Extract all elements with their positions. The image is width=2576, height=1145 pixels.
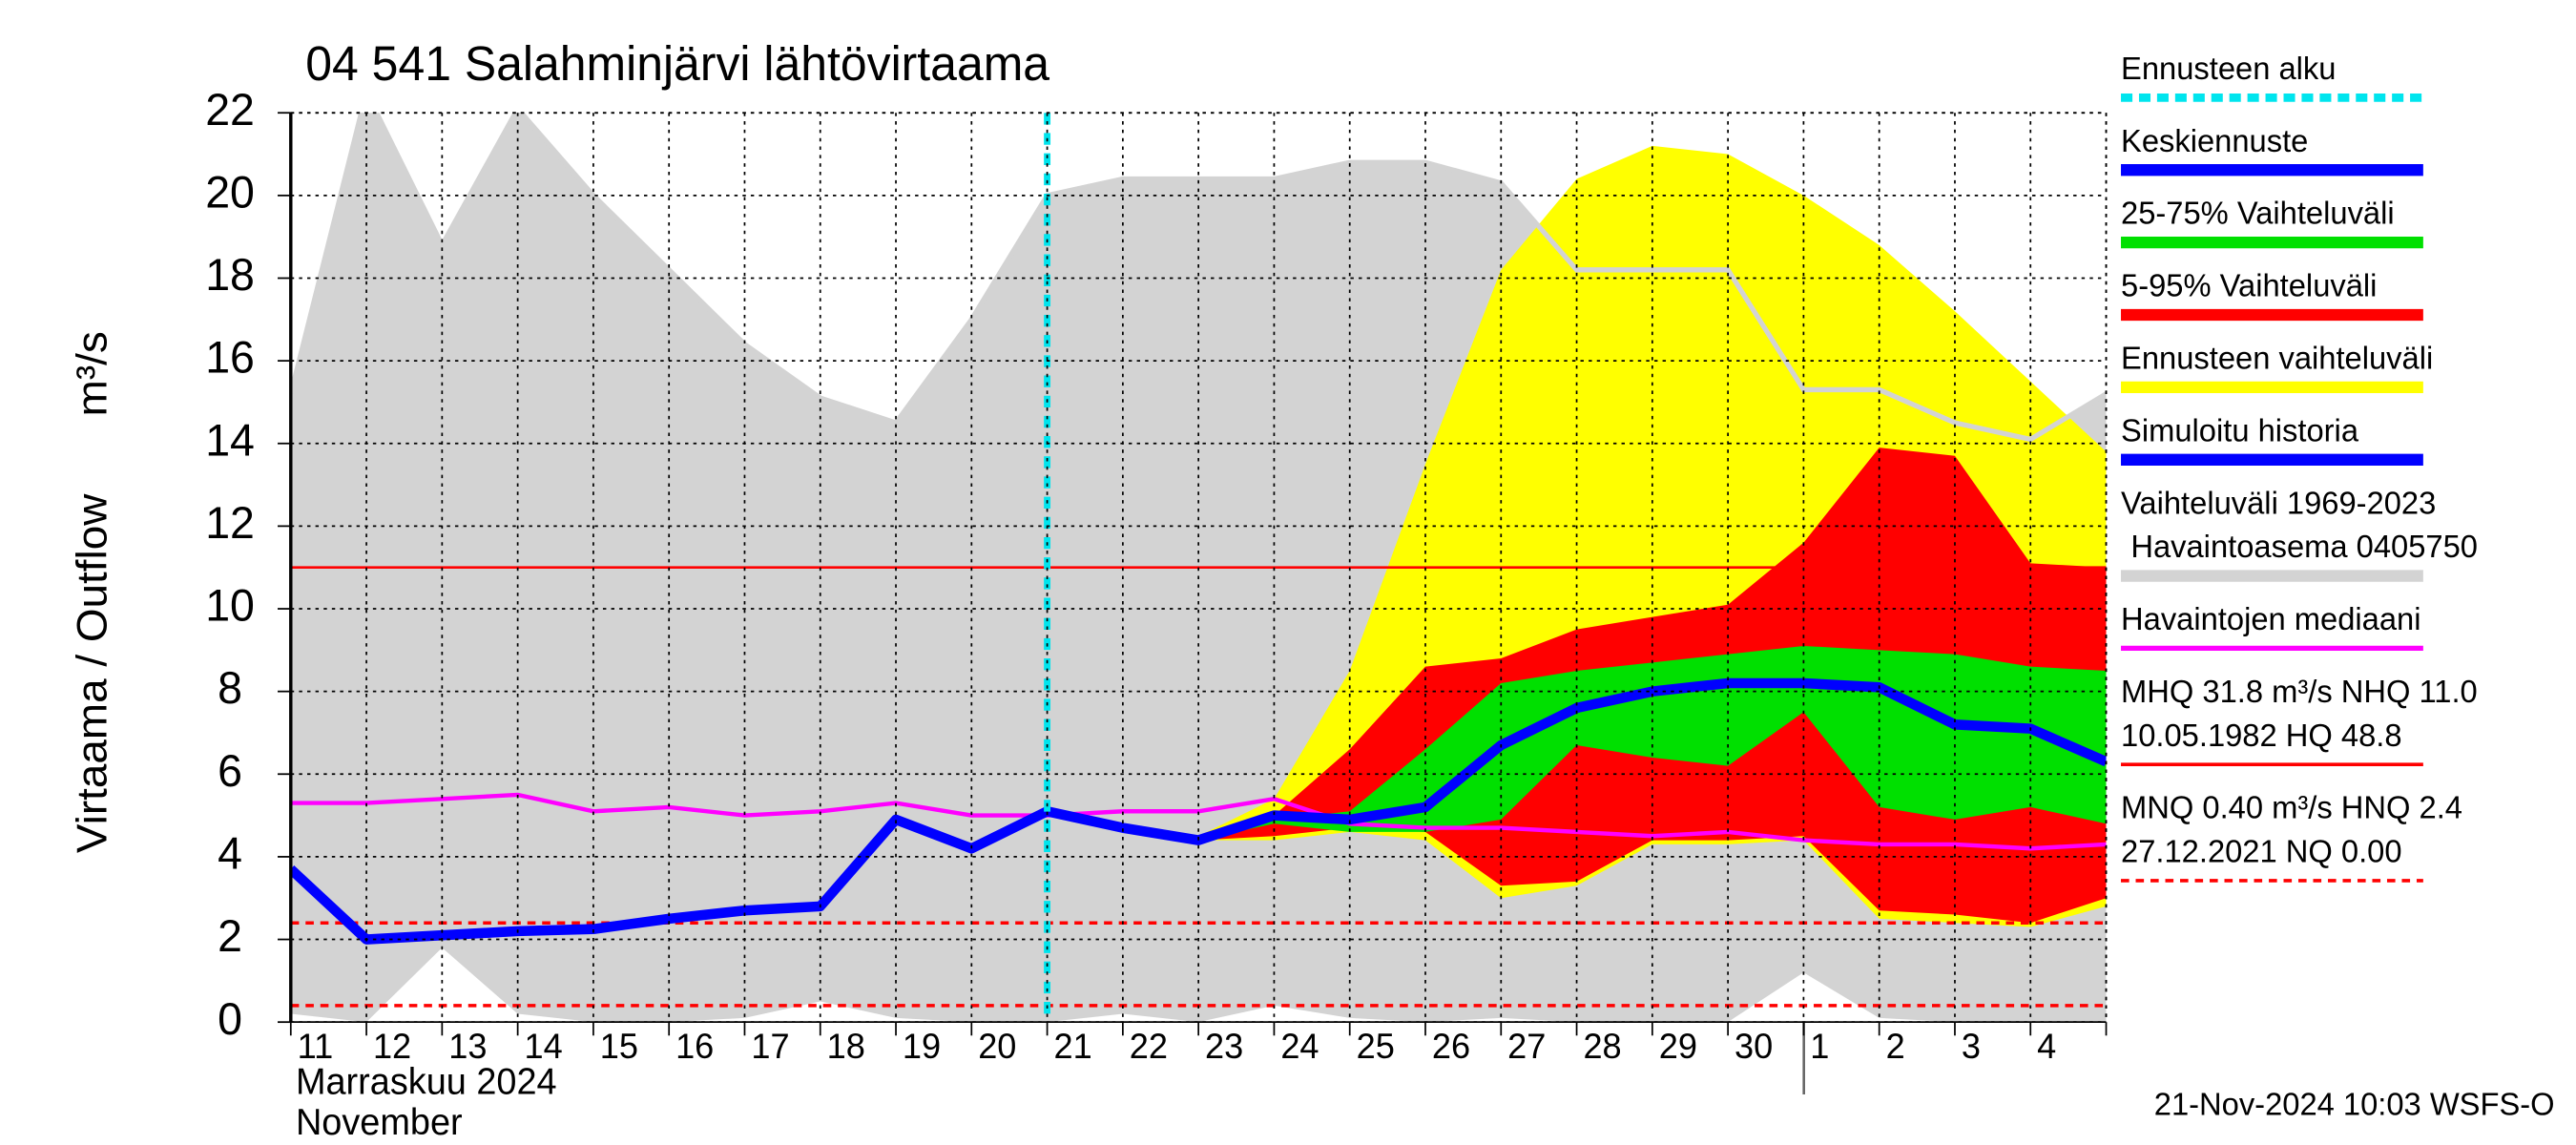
x-tick-label: 23 — [1205, 1027, 1243, 1066]
series-line — [290, 806, 1049, 945]
legend-label: 27.12.2021 NQ 0.00 — [2121, 834, 2402, 869]
range-edge — [290, 113, 2107, 443]
y-tick-label: 12 — [205, 496, 255, 548]
legend-label: Simuloitu historia — [2121, 413, 2359, 448]
legend-label: 25-75% Vaihteluväli — [2121, 196, 2395, 231]
band-area — [1047, 646, 2107, 841]
x-axis-label: November — [296, 1102, 463, 1144]
y-tick-label: 22 — [205, 83, 255, 135]
y-tick-label: 6 — [218, 744, 242, 796]
x-tick-label: 18 — [827, 1027, 865, 1066]
x-tick-label: 28 — [1583, 1027, 1621, 1066]
legend-label: MNQ 0.40 m³/s HNQ 2.4 — [2121, 790, 2462, 825]
x-tick-label: 4 — [2037, 1027, 2056, 1066]
legend-label: Ennusteen vaihteluväli — [2121, 341, 2433, 376]
x-tick-label: 21 — [1053, 1027, 1091, 1066]
legend-label: Ennusteen alku — [2121, 52, 2336, 87]
y-tick-label: 20 — [205, 166, 255, 218]
y-tick-label: 4 — [218, 827, 242, 879]
x-axis-label: Marraskuu 2024 — [296, 1061, 557, 1103]
x-tick-label: 15 — [600, 1027, 638, 1066]
x-tick-label: 25 — [1357, 1027, 1395, 1066]
chart-title: 04 541 Salahminjärvi lähtövirtaama — [305, 36, 1050, 92]
series-line — [1046, 677, 2107, 845]
legend-label: 10.05.1982 HQ 48.8 — [2121, 718, 2402, 753]
legend-label: Havaintojen mediaani — [2121, 602, 2420, 637]
x-tick-label: 17 — [751, 1027, 789, 1066]
x-tick-label: 29 — [1659, 1027, 1697, 1066]
x-tick-label: 30 — [1735, 1027, 1773, 1066]
x-tick-label: 16 — [675, 1027, 714, 1066]
legend-label: MHQ 31.8 m³/s NHQ 11.0 — [2121, 675, 2478, 710]
y-tick-label: 18 — [205, 249, 255, 301]
x-tick-label: 19 — [903, 1027, 941, 1066]
legend-label: Havaintoasema 0405750 — [2130, 530, 2478, 565]
x-tick-label: 24 — [1280, 1027, 1319, 1066]
x-tick-label: 12 — [373, 1027, 411, 1066]
x-tick-label: 1 — [1810, 1027, 1829, 1066]
legend-label: Vaihteluväli 1969-2023 — [2121, 486, 2436, 521]
x-tick-label: 13 — [448, 1027, 487, 1066]
y-tick-label: 14 — [205, 414, 255, 466]
legend-label: 5-95% Vaihteluväli — [2121, 268, 2377, 303]
y-tick-label: 2 — [218, 910, 242, 962]
x-tick-label: 14 — [525, 1027, 563, 1066]
y-axis-label: Virtaama / Outflow — [68, 493, 115, 853]
y-tick-label: 16 — [205, 331, 255, 383]
legend-label: Keskiennuste — [2121, 124, 2308, 159]
y-tick-label: 10 — [205, 579, 255, 631]
x-tick-label: 26 — [1432, 1027, 1470, 1066]
y-axis-unit: m³/s — [68, 331, 115, 416]
y-tick-label: 8 — [218, 662, 242, 714]
x-tick-label: 3 — [1962, 1027, 1981, 1066]
y-tick-label: 0 — [218, 992, 242, 1044]
footer: 21-Nov-2024 10:03 WSFS-O — [2154, 1087, 2555, 1122]
x-tick-label: 11 — [298, 1027, 334, 1066]
x-tick-label: 2 — [1886, 1027, 1905, 1066]
x-tick-label: 20 — [978, 1027, 1016, 1066]
x-tick-label: 22 — [1130, 1027, 1168, 1066]
x-tick-label: 27 — [1507, 1027, 1546, 1066]
